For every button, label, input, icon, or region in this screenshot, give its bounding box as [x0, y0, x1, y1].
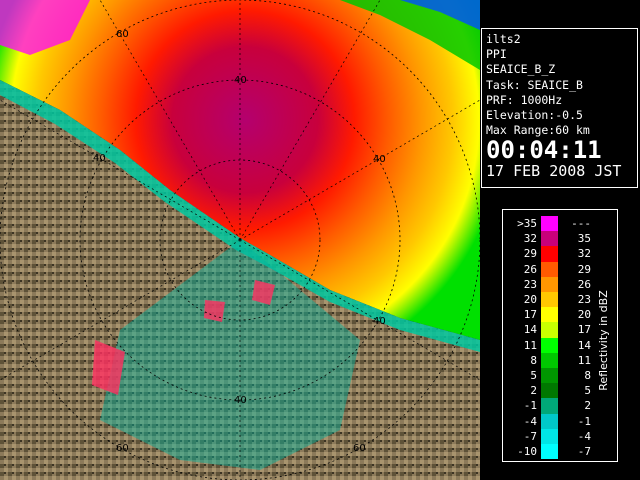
scan-info-panel: ilts2 PPI SEAICE_B_Z Task: SEAICE_B PRF:… — [481, 28, 638, 188]
land-echo-fan — [100, 240, 360, 470]
legend-color-swatch — [541, 276, 558, 292]
product-name: SEAICE_B_Z — [486, 62, 556, 77]
legend-row-high-value: 8 — [584, 369, 591, 382]
legend-color-swatch — [541, 322, 558, 338]
legend-row-low-value: -10 — [517, 445, 537, 458]
ring-label-40-lower-right: 40 — [373, 316, 386, 327]
legend-row-high-value: 23 — [577, 293, 591, 306]
legend-row-low-value: 5 — [530, 369, 537, 382]
legend-color-swatch — [541, 337, 558, 353]
legend-title-text: Reflectivity in dBZ — [596, 289, 610, 391]
legend-row: >35 --- — [509, 216, 593, 232]
elevation-value: Elevation:-0.5 — [486, 108, 583, 123]
ring-label-60-bottom-left: 60 — [116, 443, 129, 454]
reflectivity-legend: >35 --- 32 35 29 32 26 29 23 26 20 23 17 20 14 17 11 14 8 1… — [502, 209, 618, 462]
legend-row-high-value: 17 — [577, 323, 591, 337]
legend-row-low-value: 11 — [523, 338, 537, 352]
legend-row-high-value: 11 — [577, 353, 591, 367]
legend-row-high-value: 20 — [577, 308, 591, 322]
legend-row: 11 14 — [509, 337, 593, 353]
station-name: ilts2 — [486, 32, 521, 46]
legend-row: -10 -7 — [509, 444, 593, 460]
echo-fringe-magenta — [0, 0, 90, 55]
legend-color-swatch — [541, 383, 558, 399]
legend-row: -4 -1 — [509, 413, 593, 429]
legend-row: 20 23 — [509, 292, 593, 308]
legend-color-swatch — [541, 216, 558, 232]
legend-row: 29 32 — [509, 246, 593, 262]
legend-row-low-value: 20 — [523, 293, 537, 306]
legend-color-swatch — [541, 368, 558, 384]
legend-row: 23 26 — [509, 276, 593, 292]
legend-row: -1 2 — [509, 398, 593, 414]
legend-title: Reflectivity in dBZ — [595, 240, 611, 440]
ring-label-60-top: 60 — [116, 29, 129, 40]
legend-row-low-value: 23 — [523, 277, 537, 291]
coastal-echo-band — [0, 80, 480, 352]
legend-row-low-value: 29 — [523, 247, 537, 261]
echo-fringe-green — [340, 0, 480, 70]
legend-row-low-value: 14 — [523, 323, 537, 337]
legend-color-swatch — [541, 261, 558, 277]
legend-row: -7 -4 — [509, 428, 593, 444]
legend-row-high-value: -7 — [577, 445, 591, 458]
legend-row-low-value: 32 — [523, 232, 537, 246]
task-name: Task: SEAICE_B — [486, 77, 583, 92]
legend-row-low-value: -1 — [523, 399, 537, 413]
legend-row-high-value: --- — [571, 217, 591, 230]
scan-type: PPI — [486, 47, 507, 62]
legend-row: 8 11 — [509, 352, 593, 368]
legend-row: 32 35 — [509, 231, 593, 247]
legend-row-high-value: -4 — [577, 429, 591, 443]
land-echo-cells — [92, 280, 275, 395]
prf-value: PRF: 1000Hz — [486, 92, 563, 107]
scan-time: 00:04:11 — [486, 136, 602, 165]
legend-row-low-value: 26 — [523, 262, 537, 276]
legend-color-swatch — [541, 413, 558, 429]
legend-color-swatch — [541, 444, 558, 460]
legend-row-high-value: 29 — [577, 262, 591, 276]
legend-row-low-value: 17 — [523, 308, 537, 322]
legend-color-swatch — [541, 428, 558, 444]
legend-row-high-value: 35 — [577, 232, 591, 246]
legend-row-high-value: 26 — [577, 277, 591, 291]
scan-date: 17 FEB 2008 JST — [486, 162, 622, 181]
legend-row-high-value: 2 — [584, 399, 591, 413]
ring-label-40-left: 40 — [93, 153, 106, 164]
legend-row-high-value: -1 — [577, 414, 591, 428]
legend-row-low-value: >35 — [517, 217, 537, 230]
legend-row: 14 17 — [509, 322, 593, 338]
legend-color-swatch — [541, 246, 558, 262]
echo-fringe-blue — [400, 0, 480, 30]
legend-row-low-value: 2 — [530, 384, 537, 398]
ring-label-60-bottom-right: 60 — [353, 443, 366, 454]
legend-row-low-value: -4 — [523, 414, 537, 428]
legend-color-swatch — [541, 307, 558, 323]
legend-row-low-value: 8 — [530, 353, 537, 367]
ring-label-40-bottom: 40 — [234, 395, 247, 406]
legend-row-low-value: -7 — [523, 429, 537, 443]
legend-row: 17 20 — [509, 307, 593, 323]
legend-row-high-value: 5 — [584, 384, 591, 398]
legend-color-swatch — [541, 398, 558, 414]
ring-label-40-right: 40 — [373, 154, 386, 165]
legend-color-swatch — [541, 292, 558, 308]
legend-color-swatch — [541, 231, 558, 247]
azimuth-lines — [0, 0, 480, 480]
legend-row-high-value: 32 — [577, 247, 591, 261]
legend-row: 26 29 — [509, 261, 593, 277]
radar-ppi-display: 60 40 40 40 40 40 60 60 — [0, 0, 480, 480]
legend-row-high-value: 14 — [577, 338, 591, 352]
max-range-value: Max Range:60 km — [486, 123, 590, 138]
ring-label-40-top: 40 — [234, 75, 247, 86]
legend-color-swatch — [541, 352, 558, 368]
